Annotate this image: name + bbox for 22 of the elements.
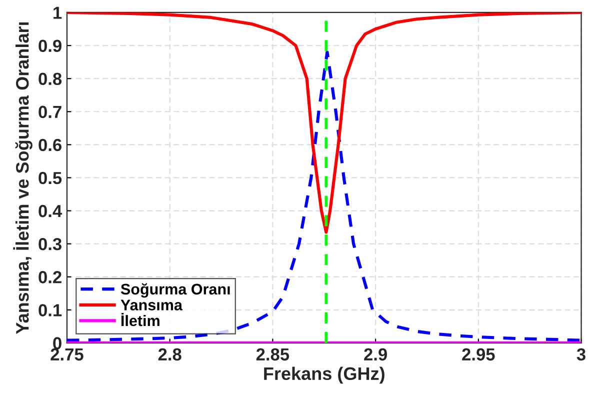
y-tick-label: 0.1 [38, 304, 62, 316]
y-tick-label: 0 [53, 337, 62, 350]
x-tick-label: 2.8 [158, 348, 182, 361]
y-tick-label: 0.4 [38, 204, 62, 218]
legend-label: İletim [121, 312, 160, 326]
y-tick-label: 0.6 [38, 138, 62, 152]
y-tick-label: 0.3 [38, 238, 62, 250]
x-tick-label: 2.95 [462, 348, 495, 361]
legend-label: Yansıma [120, 300, 183, 310]
y-tick-label: 0.2 [38, 271, 62, 284]
y-tick-label: 0.7 [38, 106, 62, 118]
y-tick-label: 0.8 [38, 72, 62, 86]
x-tick-label: 2.9 [364, 348, 387, 361]
y-axis-title: Yansıma, İletim ve Soğurma Oranları [13, 22, 32, 334]
y-tick-label: 0.5 [38, 172, 62, 184]
x-tick-label: 2.75 [50, 348, 84, 361]
y-tick-label: 0.9 [38, 40, 62, 52]
x-axis-title: Frekans (GHz) [264, 366, 384, 384]
y-tick-label: 1 [54, 6, 62, 19]
x-tick-label: 2.85 [256, 348, 290, 361]
x-tick-label: 3 [576, 348, 586, 361]
legend-label: Soğurma Oranı [120, 283, 230, 298]
